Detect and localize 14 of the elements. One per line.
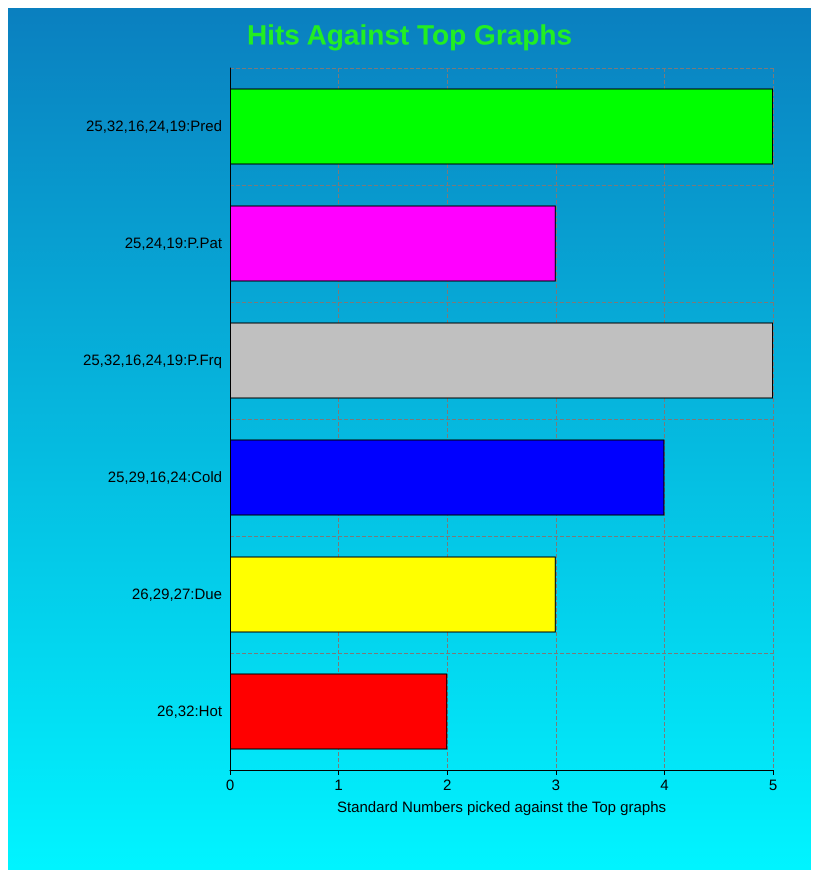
x-tick-label: 0 xyxy=(226,777,234,794)
x-tick-label: 4 xyxy=(660,777,669,794)
x-tick-label: 1 xyxy=(334,777,343,794)
y-tick-label: 26,29,27:Due xyxy=(132,586,222,603)
x-tick-label: 2 xyxy=(443,777,452,794)
chart-title: Hits Against Top Graphs xyxy=(246,20,572,50)
y-tick-label: 25,24,19:P.Pat xyxy=(124,235,223,252)
x-tick-label: 3 xyxy=(552,777,560,794)
x-axis-title: Standard Numbers picked against the Top graphs xyxy=(336,799,666,816)
y-tick-label: 25,29,16,24:Cold xyxy=(108,469,222,486)
y-tick-label: 25,32,16,24,19:P.Frq xyxy=(83,352,222,369)
y-tick-label: 26,32:Hot xyxy=(156,703,223,720)
x-tick-label: 5 xyxy=(768,777,778,794)
y-tick-label: 25,32,16,24,19:Pred xyxy=(86,118,222,135)
